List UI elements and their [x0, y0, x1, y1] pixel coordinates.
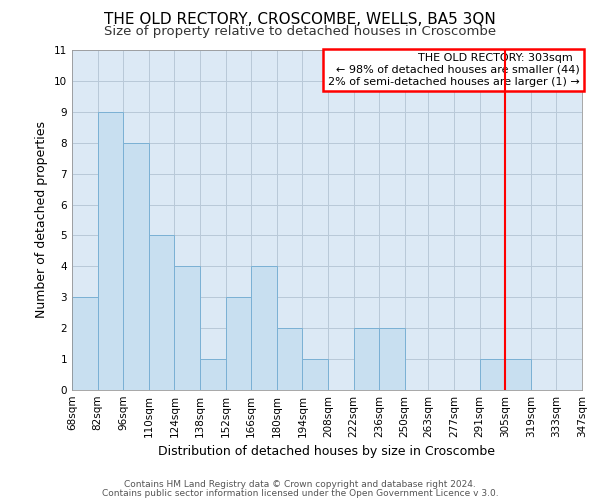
Bar: [479, 359, 505, 390]
Bar: [98, 112, 123, 390]
Text: THE OLD RECTORY: 303sqm  
← 98% of detached houses are smaller (44)
2% of semi-d: THE OLD RECTORY: 303sqm ← 98% of detache…: [328, 54, 580, 86]
Text: Contains public sector information licensed under the Open Government Licence v : Contains public sector information licen…: [101, 488, 499, 498]
Text: THE OLD RECTORY, CROSCOMBE, WELLS, BA5 3QN: THE OLD RECTORY, CROSCOMBE, WELLS, BA5 3…: [104, 12, 496, 28]
Bar: [200, 359, 226, 390]
Bar: [123, 142, 149, 390]
Bar: [251, 266, 277, 390]
Bar: [379, 328, 404, 390]
Bar: [302, 359, 328, 390]
Bar: [505, 359, 531, 390]
Bar: [277, 328, 302, 390]
Text: Size of property relative to detached houses in Croscombe: Size of property relative to detached ho…: [104, 25, 496, 38]
Bar: [72, 298, 98, 390]
Bar: [353, 328, 379, 390]
X-axis label: Distribution of detached houses by size in Croscombe: Distribution of detached houses by size …: [158, 446, 496, 458]
Text: Contains HM Land Registry data © Crown copyright and database right 2024.: Contains HM Land Registry data © Crown c…: [124, 480, 476, 489]
Y-axis label: Number of detached properties: Number of detached properties: [35, 122, 49, 318]
Bar: [226, 298, 251, 390]
Bar: [175, 266, 200, 390]
Bar: [149, 236, 175, 390]
